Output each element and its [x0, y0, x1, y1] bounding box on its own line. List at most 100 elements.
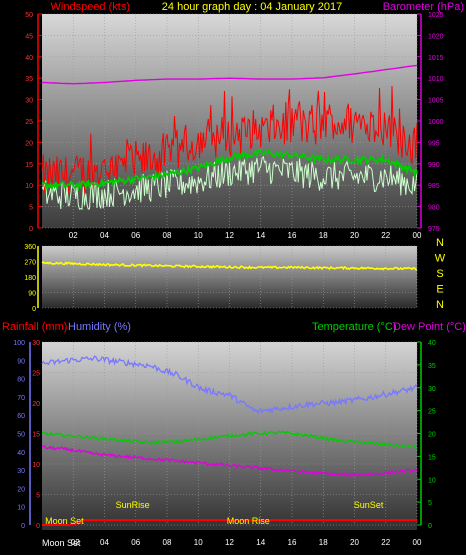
humidity-ytick-label: 30	[17, 468, 25, 475]
wind-ytick-label: 50	[25, 12, 33, 19]
humidity-ytick-label: 90	[17, 358, 25, 365]
event-label: SunRise	[116, 500, 150, 510]
temp-ytick-label: 40	[428, 340, 436, 347]
dir-ytick-label: 360	[24, 244, 36, 251]
temp-xtick-label: 22	[381, 538, 390, 547]
wind-xtick-label: 00	[413, 231, 422, 240]
wind-xtick-label: 02	[69, 231, 78, 240]
event-label: Moon Set	[45, 516, 84, 526]
wind-ytick-label: 20	[25, 140, 33, 147]
humidity-ytick-label: 80	[17, 377, 25, 384]
event-label: SunSet	[354, 500, 384, 510]
barometer-ylabel: Barometer (hPa)	[383, 1, 464, 13]
temp-xtick-label: 20	[350, 538, 359, 547]
temp-ytick-label: 10	[428, 477, 436, 484]
compass-label: N	[436, 299, 444, 311]
humidity-label: Humidity (%)	[68, 321, 131, 333]
compass-label: N	[436, 237, 444, 249]
wind-ytick-label: 45	[25, 33, 33, 40]
bottom-moonset-label: Moon Set	[42, 538, 81, 548]
wind-xtick-label: 22	[381, 231, 390, 240]
baro-ytick-label: 990	[428, 162, 440, 169]
rain-ytick-label: 15	[32, 432, 40, 439]
temp-xtick-label: 18	[319, 538, 328, 547]
rain-ytick-label: 10	[32, 462, 40, 469]
wind-ytick-label: 5	[29, 205, 33, 212]
wind-ytick-label: 35	[25, 76, 33, 83]
wind-speed-line	[41, 155, 418, 210]
temp-xtick-label: 06	[131, 538, 140, 547]
dewpoint-line	[41, 445, 418, 478]
humidity-ytick-label: 100	[13, 340, 25, 347]
wind-xtick-label: 16	[288, 231, 297, 240]
dir-ytick-label: 270	[24, 260, 36, 267]
baro-ytick-label: 980	[428, 205, 440, 212]
wind-xtick-label: 10	[194, 231, 203, 240]
temp-xtick-label: 00	[413, 538, 422, 547]
wind-average-line	[41, 148, 418, 192]
baro-ytick-label: 975	[428, 226, 440, 233]
temp-ytick-label: 35	[428, 363, 436, 370]
temperature-line	[41, 430, 418, 449]
temp-ytick-label: 15	[428, 454, 436, 461]
temp-xtick-label: 08	[163, 538, 172, 547]
temp-xtick-label: 02	[71, 538, 80, 547]
compass-label: S	[436, 268, 443, 280]
chart-title: 24 hour graph day : 04 January 2017	[162, 1, 342, 13]
temp-ytick-label: 30	[428, 386, 436, 393]
rain-ytick-label: 5	[36, 493, 40, 500]
rain-ytick-label: 25	[32, 371, 40, 378]
dir-ytick-label: 90	[28, 291, 36, 298]
dir-ytick-label: 180	[24, 275, 36, 282]
humidity-ytick-label: 60	[17, 413, 25, 420]
temp-xtick-label: 16	[288, 538, 297, 547]
wind-gust-line	[41, 85, 418, 194]
temp-xtick-label: 14	[256, 538, 265, 547]
rain-ytick-label: 0	[36, 523, 40, 530]
humidity-line	[41, 355, 418, 415]
rain-ytick-label: 20	[32, 401, 40, 408]
direction-line	[41, 260, 418, 271]
wind-xtick-label: 04	[100, 231, 109, 240]
wind-xtick-label: 12	[225, 231, 234, 240]
baro-ytick-label: 1000	[428, 119, 444, 126]
baro-ytick-label: 985	[428, 183, 440, 190]
temperature-label: Temperature (°C)	[312, 321, 396, 333]
rainfall-line	[42, 519, 417, 526]
temp-xtick-label: 10	[194, 538, 203, 547]
temp-ytick-label: 5	[428, 500, 432, 507]
compass-label: E	[436, 284, 443, 296]
event-label: Moon Rise	[227, 516, 270, 526]
rain-ytick-label: 30	[32, 340, 40, 347]
barometer-line	[41, 64, 418, 85]
wind-xtick-label: 18	[319, 231, 328, 240]
rainfall-label: Rainfall (mm)	[2, 321, 67, 333]
humidity-ytick-label: 20	[17, 486, 25, 493]
humidity-ytick-label: 70	[17, 395, 25, 402]
temp-ytick-label: 20	[428, 432, 436, 439]
wind-ytick-label: 40	[25, 55, 33, 62]
baro-ytick-label: 1005	[428, 98, 444, 105]
temp-xtick-label: 12	[225, 538, 234, 547]
baro-ytick-label: 1020	[428, 33, 444, 40]
wind-ytick-label: 15	[25, 162, 33, 169]
baro-ytick-label: 1025	[428, 12, 444, 19]
temp-ytick-label: 0	[428, 523, 432, 530]
temp-ytick-label: 25	[428, 409, 436, 416]
wind-xtick-label: 06	[131, 231, 140, 240]
baro-ytick-label: 995	[428, 140, 440, 147]
wind-ytick-label: 30	[25, 98, 33, 105]
humidity-ytick-label: 40	[17, 450, 25, 457]
wind-ytick-label: 0	[29, 226, 33, 233]
wind-ytick-label: 25	[25, 119, 33, 126]
wind-xtick-label: 14	[256, 231, 265, 240]
humidity-ytick-label: 10	[17, 505, 25, 512]
wind-xtick-label: 20	[350, 231, 359, 240]
temp-xtick-label: 04	[100, 538, 109, 547]
humidity-ytick-label: 50	[17, 432, 25, 439]
baro-ytick-label: 1010	[428, 76, 444, 83]
baro-ytick-label: 1015	[428, 55, 444, 62]
compass-label: W	[435, 253, 446, 265]
wind-xtick-label: 08	[163, 231, 172, 240]
dewpoint-label: Dew Point (°C)	[393, 321, 466, 333]
